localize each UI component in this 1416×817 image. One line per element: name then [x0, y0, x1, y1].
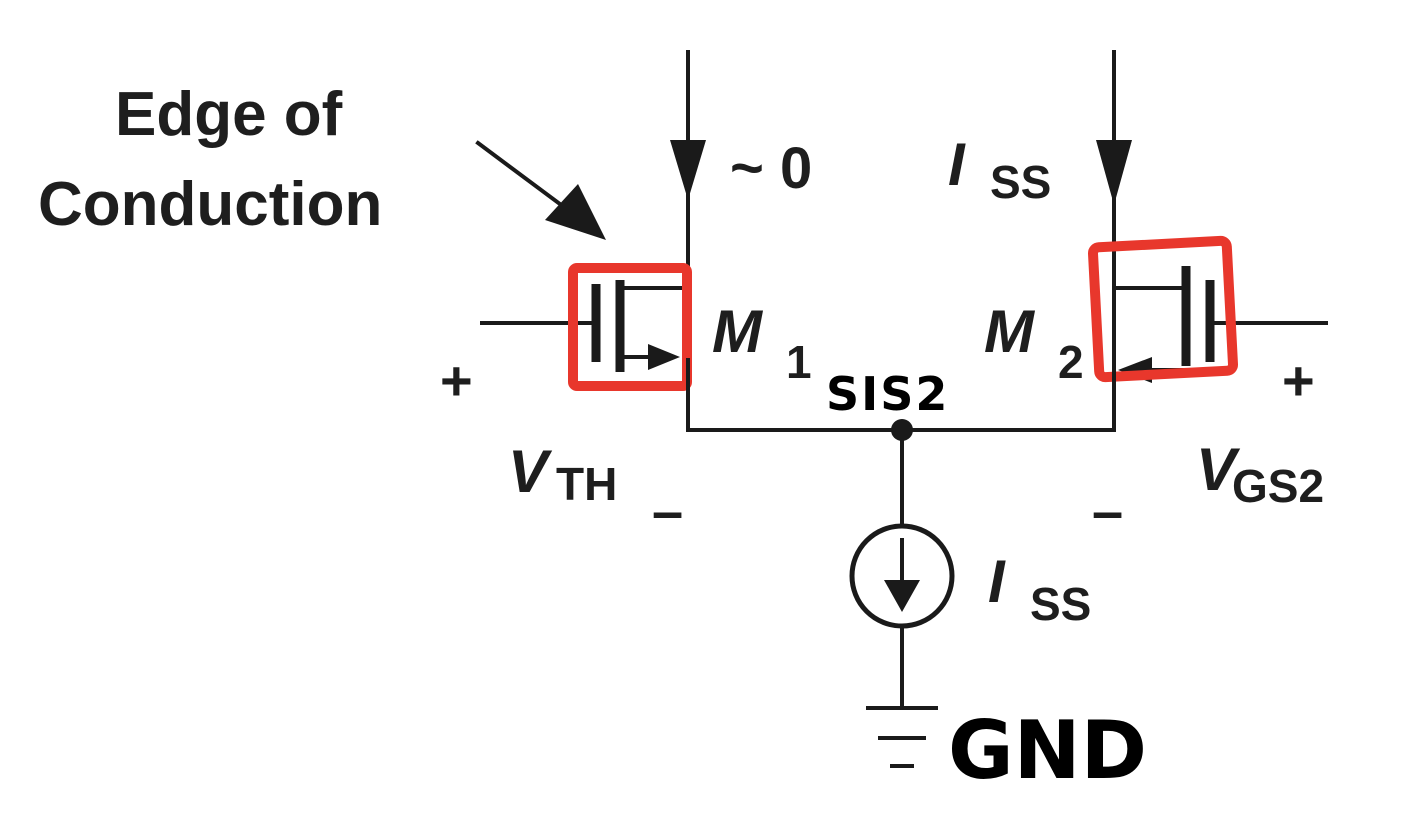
vgs2-minus: –: [1092, 479, 1123, 542]
source-node-label: SIS2: [826, 367, 949, 421]
tail-current-subscript: SS: [1030, 578, 1091, 630]
annotation-line1: Edge of: [115, 80, 343, 149]
m2-name: M: [984, 298, 1036, 365]
vgs2-label: V: [1196, 436, 1241, 503]
m1-drain-wire: [670, 50, 706, 292]
transistor-m2: [1087, 235, 1328, 383]
m2-drain-wire: [1096, 50, 1132, 290]
ground-label: GND: [948, 704, 1147, 797]
vgs2-subscript: GS2: [1232, 460, 1324, 512]
current-source-icon: [849, 428, 955, 708]
vth-subscript: TH: [556, 458, 617, 510]
tail-current-label: I: [988, 548, 1006, 615]
m2-name-subscript: 2: [1058, 336, 1084, 388]
vgs2-plus: +: [1282, 349, 1315, 412]
annotation-arrow: [475, 140, 606, 240]
annotation-line2: Conduction: [38, 170, 382, 239]
m2-current-label: I: [948, 131, 966, 198]
vth-minus: –: [652, 479, 683, 542]
m1-current-label: ~ 0: [730, 136, 812, 201]
m1-name: M: [712, 298, 764, 365]
m1-name-subscript: 1: [786, 336, 812, 388]
vth-plus: +: [440, 349, 473, 412]
m2-highlight-box: [1087, 235, 1239, 383]
m2-current-subscript: SS: [990, 156, 1051, 208]
vth-label: V: [508, 438, 553, 505]
ground-symbol-icon: [866, 706, 938, 768]
m1-highlight-box: [568, 263, 692, 391]
transistor-m1: [480, 263, 692, 391]
